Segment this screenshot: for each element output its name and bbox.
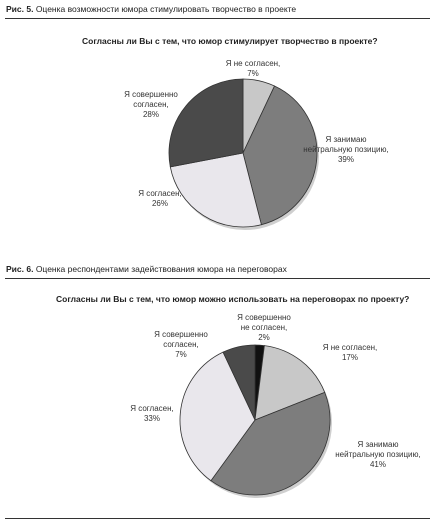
- figure-5-caption: Рис. 5. Оценка возможности юмора стимули…: [6, 4, 296, 14]
- pie-slice-1-2: [242, 85, 318, 226]
- figure-6-question: Согласны ли Вы с тем, что юмор можно исп…: [56, 294, 410, 304]
- slice-label-2-5: Я совершенно согласен, 7%: [154, 330, 208, 359]
- figure-5-number: Рис. 5.: [6, 4, 34, 14]
- bottom-rule: [5, 518, 430, 519]
- pie-slice-2-5: [222, 344, 256, 421]
- figure-6-number: Рис. 6.: [6, 264, 34, 274]
- pie-slice-1-3: [169, 152, 262, 228]
- figure-6-rule: [5, 278, 430, 279]
- figure-5-rule: [5, 18, 430, 19]
- figure-6-title: Оценка респондентами задействования юмор…: [35, 264, 287, 274]
- pie-chart-2: Я совершенно не согласен, 2% Я не согласен,…: [130, 313, 421, 498]
- figure-5-title: Оценка возможности юмора стимулировать т…: [35, 4, 297, 14]
- slice-label-2-1: Я совершенно не согласен, 2%: [237, 313, 291, 342]
- slice-label-1-4: Я совершенно согласен, 28%: [124, 90, 178, 119]
- pie-slice-1-4: [168, 78, 244, 168]
- slice-label-1-3: Я согласен, 26%: [138, 189, 182, 208]
- figure-6-caption: Рис. 6. Оценка респондентами задействова…: [6, 264, 287, 274]
- figure-5-question: Согласны ли Вы с тем, что юмор стимулиру…: [82, 36, 378, 46]
- pie-slice-2-3: [210, 391, 331, 496]
- pie-slice-2-4: [179, 351, 256, 482]
- slice-label-1-1: Я не согласен, 7%: [226, 59, 281, 78]
- slice-label-2-4: Я согласен, 33%: [130, 404, 174, 423]
- slice-label-2-2: Я не согласен, 17%: [323, 343, 378, 362]
- slice-label-2-3: Я занимаю нейтральную позицию, 41%: [335, 440, 420, 469]
- pie-chart-1: Я не согласен, 7% Я занимаю нейтральную поз…: [124, 59, 389, 230]
- pie-slice-2-2: [254, 345, 326, 421]
- slice-label-1-2: Я занимаю нейтральную позицию, 39%: [303, 135, 388, 164]
